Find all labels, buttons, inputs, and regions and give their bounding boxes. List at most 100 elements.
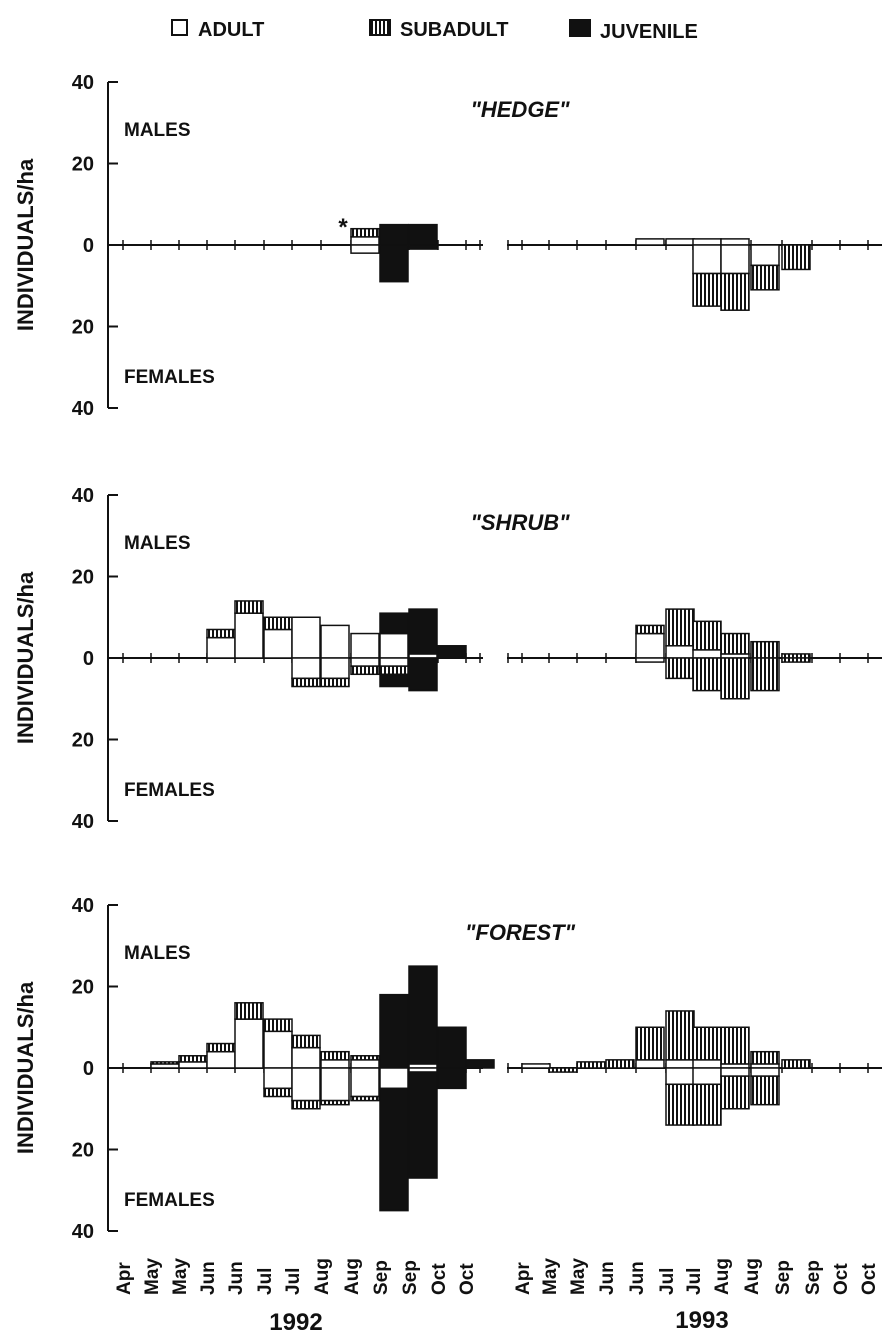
x-tick-label: Aug xyxy=(742,1258,763,1295)
y-tick-label: 20 xyxy=(72,730,94,752)
x-tick-label: Oct xyxy=(457,1263,478,1295)
bar-adult-females-year1992-7 xyxy=(320,1067,350,1102)
bar-subadult-females-year1993-7 xyxy=(720,1075,750,1110)
bar-adult-females-year1992-9 xyxy=(379,1067,409,1090)
y-tick-label: 20 xyxy=(72,317,94,339)
bar-subadult-males-year1993-2 xyxy=(576,1061,606,1069)
bar-subadult-males-year1992-8 xyxy=(350,227,380,238)
legend-juvenile-label: JUVENILE xyxy=(600,21,698,43)
males-label: MALES xyxy=(124,533,191,554)
y-tick-label: 0 xyxy=(83,235,94,257)
bar-subadult-females-year1993-6 xyxy=(692,657,722,692)
bar-subadult-males-year1993-6 xyxy=(692,620,722,651)
bar-subadult-males-year1992-7 xyxy=(320,1050,350,1061)
bar-subadult-females-year1992-8 xyxy=(350,1095,380,1102)
bar-subadult-females-year1993-6 xyxy=(692,272,722,307)
bar-adult-females-year1993-6 xyxy=(692,244,722,275)
y-tick-label: 40 xyxy=(72,895,94,917)
males-label: MALES xyxy=(124,120,191,141)
bar-adult-females-year1992-8 xyxy=(350,244,380,254)
bar-subadult-females-year1992-5 xyxy=(263,1087,293,1098)
bar-subadult-females-year1992-7 xyxy=(320,1099,350,1106)
bar-adult-females-year1992-6 xyxy=(291,657,321,680)
bar-subadult-females-year1993-5 xyxy=(665,657,695,680)
bar-juvenile-females-year1992-10 xyxy=(408,657,438,692)
bar-adult-females-year1992-5 xyxy=(263,1067,293,1090)
bar-subadult-males-year1993-5 xyxy=(665,1010,695,1061)
bar-subadult-females-year1993-8 xyxy=(750,1075,780,1106)
bar-subadult-males-year1993-8 xyxy=(750,640,780,659)
bar-adult-females-year1993-7 xyxy=(720,244,750,275)
bar-juvenile-males-year1992-10 xyxy=(408,965,438,1065)
bar-juvenile-females-year1992-9 xyxy=(379,1087,409,1212)
y-axis-title: INDIVIDUALS/ha xyxy=(13,981,38,1154)
y-tick-label: 40 xyxy=(72,398,94,420)
bar-subadult-males-year1992-3 xyxy=(206,628,236,639)
bar-adult-males-year1992-8 xyxy=(350,236,380,246)
bar-adult-males-year1993-5 xyxy=(665,645,695,659)
year-label-1993: 1993 xyxy=(675,1307,728,1334)
bar-adult-males-year1992-7 xyxy=(320,624,350,659)
bar-subadult-males-year1993-3 xyxy=(605,1059,635,1069)
x-tick-label: Jul xyxy=(684,1268,705,1295)
bar-subadult-males-year1992-6 xyxy=(291,1034,321,1049)
x-tick-label: Aug xyxy=(712,1258,733,1295)
x-tick-label: Aug xyxy=(342,1258,363,1295)
bar-adult-males-year1993-4 xyxy=(635,632,665,659)
bar-subadult-females-year1993-8 xyxy=(750,264,780,291)
bar-subadult-males-year1992-5 xyxy=(263,1018,293,1033)
bar-adult-males-year1992-9 xyxy=(379,632,409,659)
bar-adult-males-year1992-4 xyxy=(234,612,264,659)
bar-subadult-females-year1993-7 xyxy=(720,272,750,311)
legend-subadult-swatch xyxy=(369,19,391,36)
x-tick-label: Aug xyxy=(312,1258,333,1295)
bar-adult-females-year1992-7 xyxy=(320,657,350,680)
bar-adult-males-year1992-3 xyxy=(206,636,236,659)
y-tick-label: 20 xyxy=(72,567,94,589)
bar-subadult-females-year1992-9 xyxy=(379,665,409,676)
legend-adult-swatch xyxy=(171,19,188,36)
bar-adult-males-year1992-2 xyxy=(178,1061,208,1069)
x-tick-label: Oct xyxy=(859,1263,880,1295)
bar-adult-females-year1993-6 xyxy=(692,1067,722,1086)
bar-adult-females-year1993-5 xyxy=(665,1067,695,1086)
bar-subadult-females-year1992-6 xyxy=(291,677,321,688)
y-tick-label: 20 xyxy=(72,977,94,999)
bar-adult-females-year1993-8 xyxy=(750,244,780,267)
y-tick-label: 20 xyxy=(72,154,94,176)
bar-adult-females-year1992-9 xyxy=(379,657,409,667)
bar-adult-males-year1993-4 xyxy=(635,238,665,246)
bar-adult-females-year1993-4 xyxy=(635,657,665,663)
chart-panel-2: 40 20 0 20 40 INDIVIDUALS/ha "SHRUB" MALES FEMAL… xyxy=(13,485,882,833)
bar-subadult-females-year1993-9 xyxy=(781,244,811,271)
bar-adult-males-year1992-5 xyxy=(263,1030,293,1069)
bar-juvenile-females-year1992-11 xyxy=(437,1067,467,1090)
bar-adult-males-year1992-6 xyxy=(291,616,321,659)
bar-adult-males-year1992-4 xyxy=(234,1018,264,1069)
x-tick-label: Sep xyxy=(400,1260,421,1295)
bar-adult-males-year1993-6 xyxy=(692,238,722,246)
bar-juvenile-females-year1992-9 xyxy=(379,673,409,688)
bar-adult-males-year1992-8 xyxy=(350,632,380,659)
bar-adult-males-year1993-4 xyxy=(635,1059,665,1069)
panel-title: "SHRUB" xyxy=(470,510,570,535)
bar-subadult-females-year1993-9 xyxy=(781,657,811,663)
bar-adult-males-year1992-6 xyxy=(291,1046,321,1069)
bar-juvenile-males-year1992-11 xyxy=(437,1026,467,1069)
year-label-1992: 1992 xyxy=(269,1309,322,1335)
annotation-asterisk: * xyxy=(338,214,348,241)
bar-subadult-males-year1993-7 xyxy=(720,1026,750,1065)
bar-adult-males-year1992-3 xyxy=(206,1050,236,1069)
x-tick-label: May xyxy=(170,1258,191,1295)
x-tick-label: Apr xyxy=(114,1262,135,1295)
x-tick-label: Sep xyxy=(371,1260,392,1295)
bar-adult-males-year1993-6 xyxy=(692,1059,722,1069)
bar-adult-males-year1993-5 xyxy=(665,238,695,246)
bar-subadult-males-year1992-3 xyxy=(206,1042,236,1053)
y-tick-label: 20 xyxy=(72,1140,94,1162)
males-label: MALES xyxy=(124,943,191,964)
bar-subadult-males-year1992-5 xyxy=(263,616,293,631)
bar-adult-males-year1992-7 xyxy=(320,1059,350,1069)
bar-subadult-males-year1992-4 xyxy=(234,600,264,614)
chart-panel-3: 40 20 0 20 40 INDIVIDUALS/ha "FOREST" MALES FEMA… xyxy=(13,895,882,1243)
